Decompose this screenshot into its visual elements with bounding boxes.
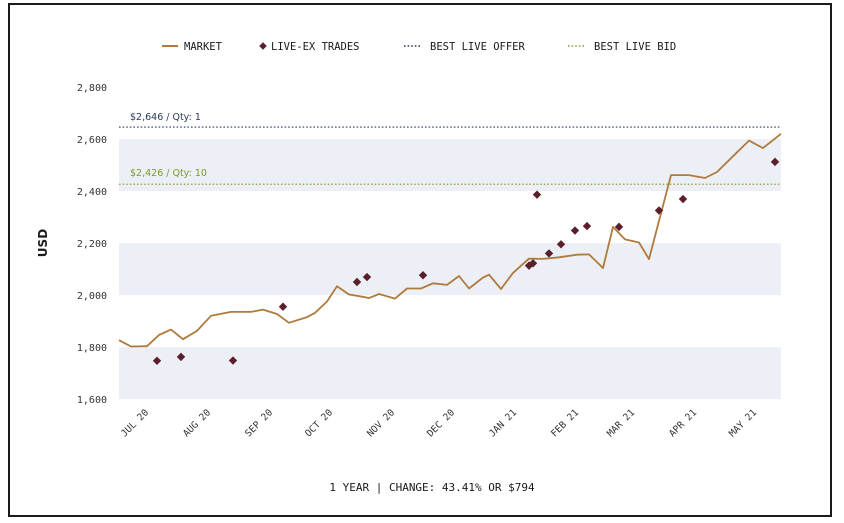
trade-point <box>228 356 238 365</box>
trade-point <box>532 190 542 199</box>
y-tick-label: 2,200 <box>77 239 107 250</box>
plot-bands <box>119 87 781 399</box>
plot-band <box>119 139 781 191</box>
footer-change-summary: 1 YEAR | CHANGE: 43.41% OR $794 <box>329 481 535 494</box>
x-tick-label: AUG 20 <box>181 407 213 439</box>
x-tick-label: MAR 21 <box>605 407 637 439</box>
plot-band <box>119 87 781 139</box>
x-tick-label: MAY 21 <box>727 407 759 439</box>
offer-label: $2,646 / Qty: 1 <box>130 112 201 123</box>
trade-point <box>352 277 362 287</box>
legend: MARKET LIVE-EX TRADES BEST LIVE OFFER BEST … <box>162 41 676 53</box>
x-tick-label: JAN 21 <box>487 407 519 439</box>
y-tick-label: 2,400 <box>77 187 107 198</box>
trade-point <box>678 194 688 204</box>
trade-point <box>152 356 162 365</box>
trade-point <box>770 157 780 167</box>
trade-point <box>362 272 372 282</box>
trade-point <box>614 222 624 232</box>
trade-point <box>176 352 186 362</box>
x-tick-label: DEC 20 <box>425 407 457 439</box>
y-axis-label: USD <box>36 229 50 257</box>
y-tick-label: 2,800 <box>77 83 107 94</box>
trades-series <box>152 157 780 365</box>
y-tick-label: 2,000 <box>77 291 107 302</box>
legend-label: BEST LIVE BID <box>594 41 676 53</box>
trade-point <box>570 226 580 235</box>
y-tick-label: 2,600 <box>77 135 107 146</box>
legend-swatch-trades <box>259 42 267 50</box>
y-tick-label: 1,600 <box>77 395 107 406</box>
market-line <box>118 133 782 348</box>
x-axis: JUL 20 AUG 20 SEP 20 OCT 20 NOV 20 DEC 20 JAN … <box>119 407 759 439</box>
trade-point <box>556 240 566 249</box>
x-tick-label: NOV 20 <box>365 407 397 439</box>
legend-label: MARKET <box>184 41 223 53</box>
trade-point <box>654 206 664 215</box>
plot-band <box>119 347 781 399</box>
y-axis: 1,600 1,800 2,000 2,200 2,400 2,600 2,800 <box>77 83 107 406</box>
x-tick-label: FEB 21 <box>549 407 581 439</box>
plot-band <box>119 295 781 347</box>
x-tick-label: SEP 20 <box>243 407 275 439</box>
trade-point <box>278 302 288 311</box>
market-series <box>118 133 782 348</box>
bid-label: $2,426 / Qty: 10 <box>130 168 207 179</box>
x-tick-label: OCT 20 <box>303 407 335 439</box>
y-tick-label: 1,800 <box>77 343 107 354</box>
trade-point <box>544 249 554 258</box>
plot-band <box>119 243 781 295</box>
x-tick-label: APR 21 <box>667 407 699 439</box>
legend-label: BEST LIVE OFFER <box>430 41 526 53</box>
plot-band <box>119 191 781 243</box>
trade-point <box>528 259 538 268</box>
x-tick-label: JUL 20 <box>119 407 151 439</box>
reference-lines <box>119 126 781 185</box>
trade-point <box>418 271 428 280</box>
legend-label: LIVE-EX TRADES <box>271 41 360 53</box>
trade-point <box>582 221 592 231</box>
